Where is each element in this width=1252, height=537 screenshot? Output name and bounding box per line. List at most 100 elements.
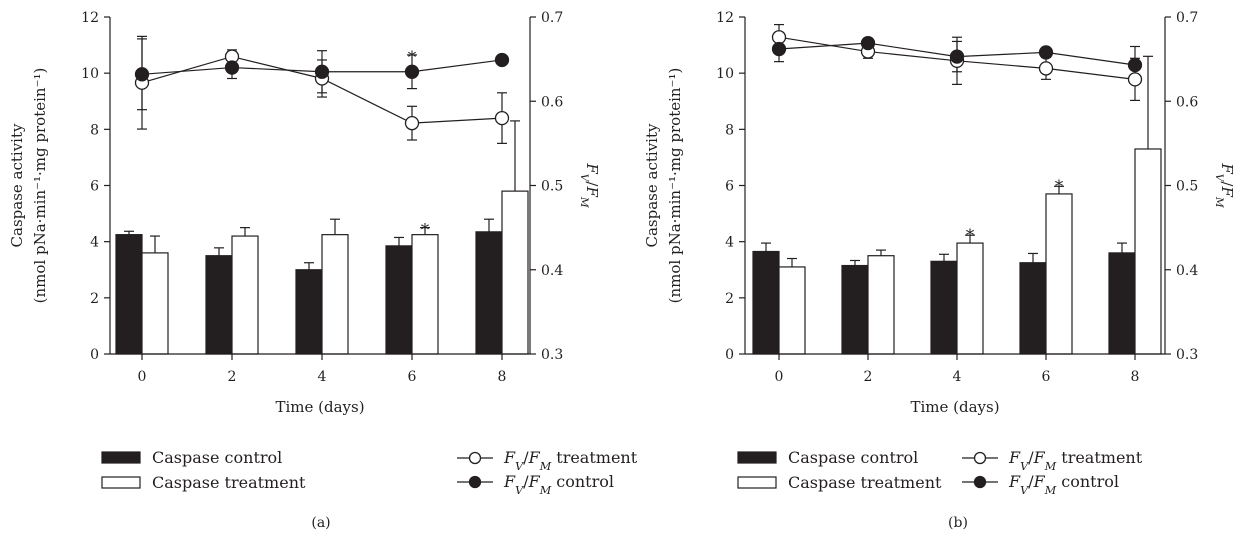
legend-label-fvfm-control: FV/FM control (503, 472, 614, 497)
x-tick-label: 8 (498, 369, 507, 385)
y2-tick-label: 0.7 (541, 10, 563, 26)
legend-swatch-caspase-treatment (101, 476, 141, 489)
point-fvfm-control-2 (860, 35, 876, 51)
legend: Caspase control Caspase treatment FV/FM tr… (101, 448, 638, 497)
x-tick-label: 0 (775, 369, 784, 385)
bar-caspase-treatment-8 (501, 190, 529, 355)
y2-tick-label: 0.6 (541, 94, 563, 110)
bar-caspase-treatment-6 (1045, 193, 1073, 355)
point-fvfm-control-8 (1127, 57, 1143, 73)
point-fvfm-control-0 (134, 67, 150, 82)
y2-axis-label: FV/FM (578, 162, 601, 208)
y-tick-label: 0 (725, 347, 734, 363)
legend-swatch-caspase-control (101, 451, 141, 464)
y-tick-label: 0 (90, 347, 99, 363)
legend-label-caspase-control: Caspase control (152, 448, 282, 467)
significance-star: * (1055, 177, 1064, 197)
bar-caspase-control-4 (930, 260, 958, 355)
significance-star: * (421, 221, 430, 241)
y-axis-label-units: (nmol pNa·min⁻¹·mg protein⁻¹) (666, 68, 684, 304)
bar-caspase-control-0 (115, 234, 143, 355)
bar-caspase-control-2 (841, 264, 869, 355)
point-fvfm-control-2 (224, 60, 240, 75)
y2-tick-label: 0.7 (1176, 10, 1198, 26)
x-tick-label: 6 (1042, 369, 1051, 385)
y2-tick-label: 0.5 (1176, 179, 1198, 195)
chart-panel-b: * * 0 2 4 6 8 10 12 0.3 0.4 0.5 0.6 0.7 0 2 4 6 8 Time (day… (643, 10, 1236, 531)
bar-caspase-treatment-0 (778, 266, 806, 355)
point-fvfm-treatment-6 (404, 116, 420, 131)
legend: Caspase control Caspase treatment FV/FM tr… (737, 448, 1143, 497)
y-axis-label: Caspase activity (643, 123, 661, 247)
chart-panel-a: * * 0 2 4 6 8 10 12 0.3 0.4 0.5 0.6 0.7 0 2 4 6 8 Time (day… (8, 10, 638, 531)
bar-caspase-treatment-4 (321, 234, 349, 355)
point-fvfm-control-4 (949, 49, 965, 64)
bar-caspase-treatment-8 (1134, 148, 1162, 355)
bar-caspase-control-4 (295, 269, 323, 355)
bar-caspase-control-0 (752, 250, 780, 355)
bar-caspase-control-6 (1019, 262, 1047, 355)
y-tick-label: 4 (725, 235, 734, 251)
x-tick-label: 0 (138, 369, 147, 385)
legend-marker-fvfm-control (973, 475, 987, 489)
point-fvfm-control-6 (1038, 45, 1054, 60)
legend-marker-fvfm-treatment (973, 451, 987, 465)
point-fvfm-treatment-8 (494, 110, 510, 126)
legend-swatch-caspase-treatment (737, 476, 777, 489)
y2-tick-label: 0.5 (541, 179, 563, 195)
point-fvfm-control-4 (314, 64, 330, 79)
x-tick-label: 8 (1131, 369, 1140, 385)
legend-swatch-caspase-control (737, 451, 777, 464)
significance-star: * (408, 48, 417, 68)
point-fvfm-control-6 (404, 64, 420, 79)
y2-tick-label: 0.6 (1176, 94, 1198, 110)
point-fvfm-treatment-6 (1038, 61, 1054, 76)
x-tick-label: 2 (864, 369, 873, 385)
y-tick-label: 10 (81, 66, 99, 82)
x-axis-label: Time (days) (910, 398, 999, 416)
legend-label-fvfm-control: FV/FM control (1008, 472, 1119, 497)
y2-tick-label: 0.4 (541, 263, 563, 279)
bar-caspase-control-8 (475, 231, 503, 355)
legend-marker-fvfm-control (468, 475, 482, 489)
bar-caspase-control-2 (205, 255, 233, 355)
panel-label: (b) (948, 515, 968, 531)
y-tick-label: 8 (90, 122, 99, 138)
bar-caspase-treatment-4 (956, 242, 984, 355)
y-tick-label: 12 (716, 10, 734, 26)
y-axis-label-units: (nmol pNa·min⁻¹·mg protein⁻¹) (31, 68, 49, 304)
significance-star: * (966, 226, 975, 246)
x-axis-label: Time (days) (275, 398, 364, 416)
x-tick-label: 6 (408, 369, 417, 385)
point-fvfm-treatment-8 (1127, 72, 1143, 87)
legend-label-fvfm-treatment: FV/FM treatment (503, 448, 638, 473)
legend-marker-fvfm-treatment (468, 451, 482, 465)
y-tick-label: 2 (90, 291, 99, 307)
y2-tick-label: 0.4 (1176, 263, 1198, 279)
y-tick-label: 6 (90, 179, 99, 195)
bar-caspase-control-8 (1108, 252, 1136, 355)
legend-label-caspase-control: Caspase control (788, 448, 918, 467)
y2-axis-label: FV/FM (1213, 162, 1236, 208)
y-tick-label: 6 (725, 179, 734, 195)
bar-caspase-treatment-2 (231, 235, 259, 355)
point-fvfm-control-0 (771, 41, 787, 57)
bar-caspase-treatment-2 (867, 255, 895, 355)
point-fvfm-treatment-0 (771, 30, 787, 45)
point-fvfm-control-8 (494, 52, 510, 68)
y2-tick-label: 0.3 (541, 347, 563, 363)
legend-label-caspase-treatment: Caspase treatment (152, 473, 306, 492)
panel-label: (a) (311, 515, 330, 531)
x-tick-label: 2 (228, 369, 237, 385)
legend-label-caspase-treatment: Caspase treatment (788, 473, 942, 492)
legend-label-fvfm-treatment: FV/FM treatment (1008, 448, 1143, 473)
bar-caspase-treatment-0 (141, 252, 169, 355)
y2-tick-label: 0.3 (1176, 347, 1198, 363)
bar-caspase-treatment-6 (411, 234, 439, 355)
y-tick-label: 10 (716, 66, 734, 82)
x-tick-label: 4 (318, 369, 327, 385)
bar-caspase-control-6 (385, 245, 413, 355)
y-axis-label: Caspase activity (8, 123, 26, 247)
y-tick-label: 8 (725, 122, 734, 138)
